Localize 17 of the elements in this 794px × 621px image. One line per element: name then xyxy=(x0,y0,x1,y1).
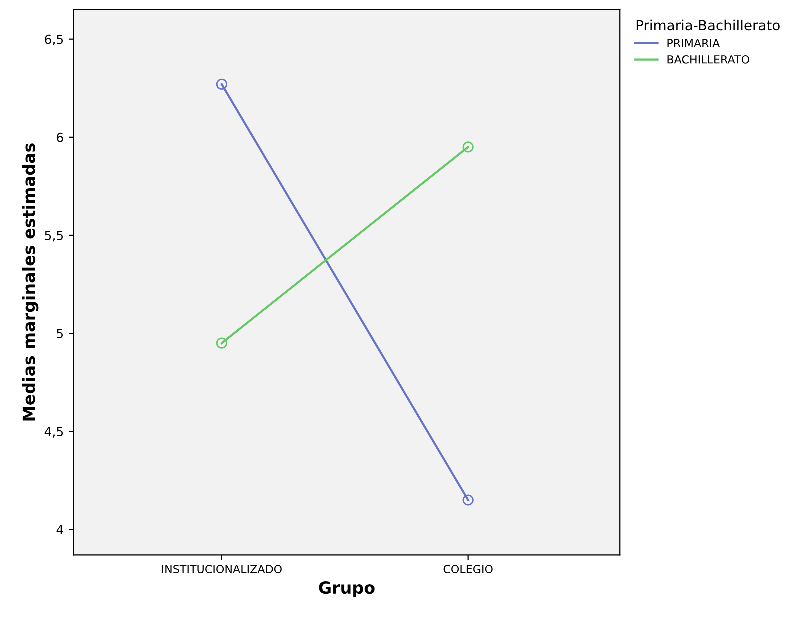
x-tick-label: INSTITUCIONALIZADO xyxy=(162,565,282,574)
legend-label: BACHILLERATO xyxy=(668,55,750,64)
legend-title: Primaria-Bachillerato xyxy=(636,20,780,31)
y-axis-title: Medias marginales estimadas xyxy=(22,144,39,421)
y-tick-label: 6 xyxy=(57,132,64,142)
x-tick-label: COLEGIO xyxy=(444,565,493,574)
point xyxy=(216,78,228,90)
y-tick-label: 5,5 xyxy=(45,231,64,242)
x-axis-title: Grupo xyxy=(319,582,375,598)
point xyxy=(216,338,228,349)
point xyxy=(462,142,474,153)
y-tick-label: 6,5 xyxy=(45,34,64,46)
point xyxy=(462,494,474,506)
y-tick-label: 5 xyxy=(57,329,64,338)
y-tick-label: 4 xyxy=(56,525,64,534)
y-tick-label: 4,5 xyxy=(44,427,64,438)
legend-label: PRIMARIA xyxy=(668,39,720,48)
